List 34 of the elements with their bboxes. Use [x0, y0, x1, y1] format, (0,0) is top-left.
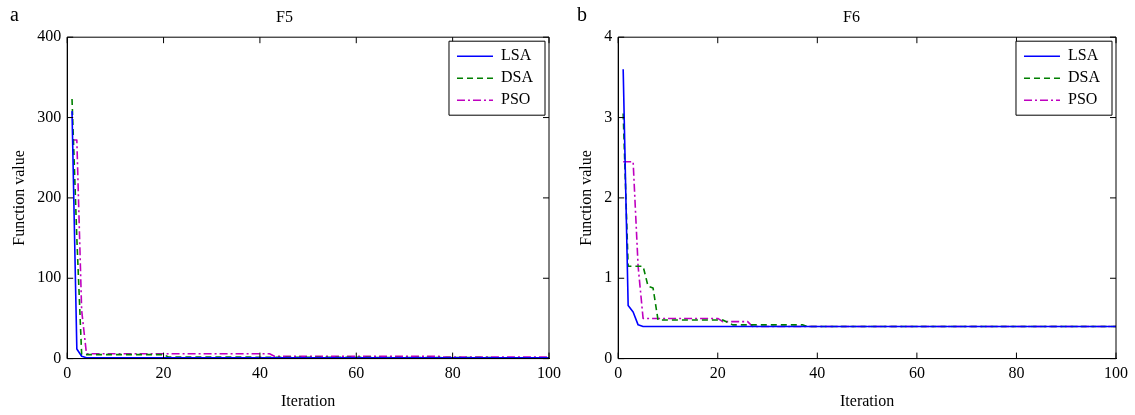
- text: a: [10, 3, 19, 26]
- y-tick-label: 400: [37, 27, 62, 45]
- x-tick-label: 40: [251, 364, 268, 382]
- x-tick-label: 100: [537, 364, 561, 382]
- y-tick-label: 100: [37, 268, 62, 286]
- x-tick-label: 80: [444, 364, 461, 382]
- x-tick-label: 20: [155, 364, 172, 382]
- y-tick-label: 0: [604, 348, 613, 366]
- legend-label: PSO: [500, 90, 531, 108]
- legend-label: LSA: [1067, 46, 1099, 64]
- y-tick-label: 300: [37, 107, 62, 125]
- x-tick-label: 60: [348, 364, 365, 382]
- x-tick-label: 80: [1008, 364, 1025, 382]
- x-tick-label: 40: [809, 364, 826, 382]
- y-tick-label: 1: [604, 268, 613, 286]
- x-axis-title: Iteration: [840, 391, 895, 409]
- x-tick-label: 100: [1104, 364, 1128, 382]
- y-tick-label: 0: [53, 348, 62, 366]
- y-tick-label: 3: [604, 107, 613, 125]
- x-axis-title: Iteration: [281, 391, 336, 409]
- legend-label: LSA: [500, 46, 532, 64]
- y-tick-label: 2: [604, 188, 613, 206]
- text: b: [577, 3, 587, 26]
- legend-label: DSA: [500, 68, 534, 86]
- y-axis-title: Function value: [576, 150, 594, 246]
- y-tick-label: 4: [604, 27, 613, 45]
- y-tick-label: 200: [37, 188, 62, 206]
- legend-label: PSO: [1067, 90, 1098, 108]
- legend-label: DSA: [1067, 68, 1101, 86]
- y-axis-title: Function value: [9, 150, 27, 246]
- chart-title: F5: [276, 7, 293, 25]
- x-tick-label: 60: [908, 364, 925, 382]
- x-tick-label: 20: [709, 364, 726, 382]
- chart-title: F6: [843, 7, 860, 25]
